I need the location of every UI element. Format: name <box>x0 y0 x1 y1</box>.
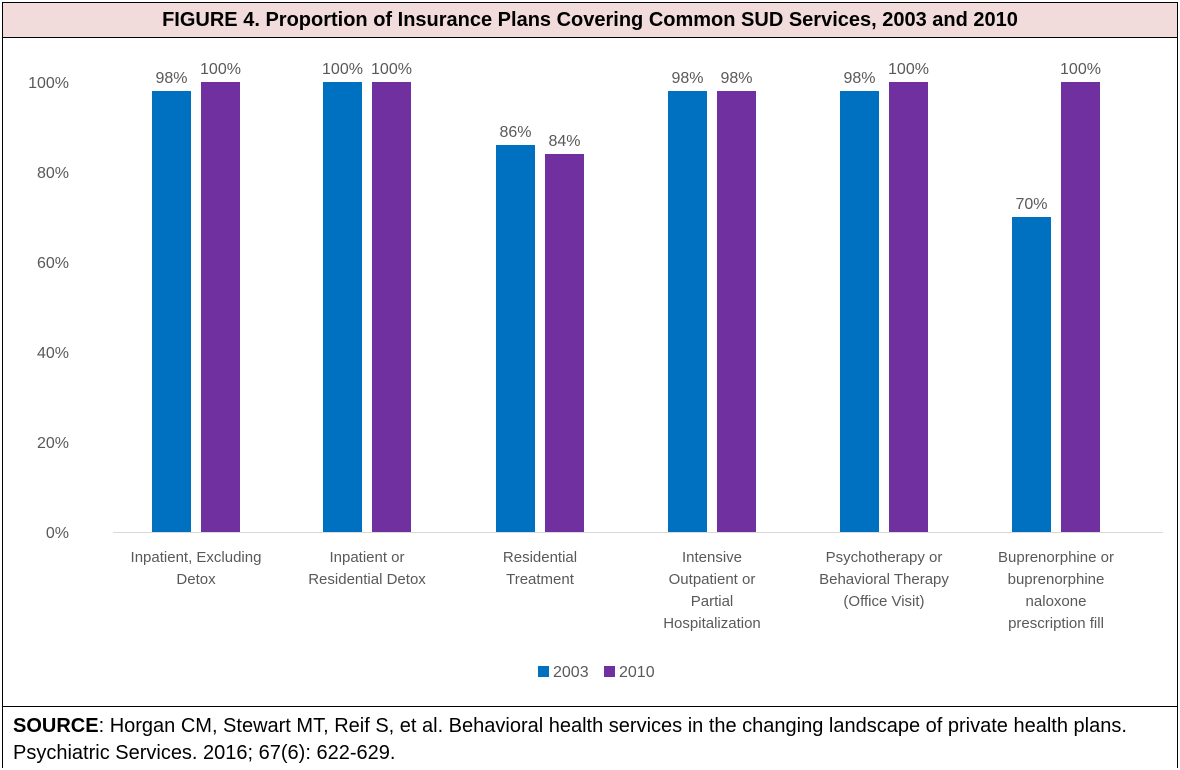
y-tick-label: 40% <box>37 345 69 362</box>
bar-chart: 0% 20% 40% 60% 80% 100% 98% 100% 86% 98% 98% 70% 100… <box>28 61 1163 681</box>
data-label-2003: 86% <box>499 124 531 141</box>
y-tick-label: 80% <box>37 165 69 182</box>
data-label-2010: 84% <box>548 133 580 150</box>
data-label-2010: 100% <box>888 61 929 78</box>
x-category-label: Psychotherapy or <box>826 549 943 566</box>
bar-2010 <box>1061 82 1100 532</box>
x-category-label: Behavioral Therapy <box>819 571 949 588</box>
y-tick-label: 60% <box>37 255 69 272</box>
x-category-label: Residential Detox <box>308 571 426 588</box>
source-note: SOURCE: Horgan CM, Stewart MT, Reif S, e… <box>2 706 1178 768</box>
x-category-label: Detox <box>176 571 216 588</box>
bar-2003 <box>496 145 535 532</box>
bar-2010 <box>201 82 240 532</box>
x-category-label: naloxone <box>1026 593 1087 610</box>
legend-swatch-2010 <box>604 666 615 677</box>
legend-swatch-2003 <box>538 666 549 677</box>
data-label-2003: 70% <box>1015 196 1047 213</box>
x-category-label: prescription fill <box>1008 615 1104 632</box>
y-tick-label: 0% <box>46 525 69 542</box>
bar-2010 <box>889 82 928 532</box>
data-label-2010: 100% <box>371 61 412 78</box>
bar-2010 <box>717 91 756 532</box>
figure-title: FIGURE 4. Proportion of Insurance Plans … <box>2 2 1178 38</box>
x-category-label: Inpatient or <box>329 549 404 566</box>
x-category-label: Treatment <box>506 571 575 588</box>
data-label-2003: 98% <box>843 70 875 87</box>
data-label-2003: 98% <box>671 70 703 87</box>
data-label-2003: 100% <box>322 61 363 78</box>
x-category-label: Hospitalization <box>663 615 761 632</box>
bar-2010 <box>545 154 584 532</box>
source-citation: : Horgan CM, Stewart MT, Reif S, et al. … <box>13 715 1127 764</box>
x-category-label: (Office Visit) <box>843 593 924 610</box>
legend-label-2010: 2010 <box>619 664 655 681</box>
x-category-label: Outpatient or <box>669 571 756 588</box>
x-category-label: Residential <box>503 549 577 566</box>
bar-2003 <box>668 91 707 532</box>
x-category-label: Inpatient, Excluding <box>131 549 262 566</box>
bar-2003 <box>840 91 879 532</box>
y-tick-label: 100% <box>28 75 69 92</box>
data-label-2010: 100% <box>200 61 241 78</box>
x-category-label: Buprenorphine or <box>998 549 1114 566</box>
chart-area: 0% 20% 40% 60% 80% 100% 98% 100% 86% 98% 98% 70% 100… <box>2 38 1178 706</box>
source-label: SOURCE <box>13 715 99 737</box>
x-category-label: Intensive <box>682 549 742 566</box>
x-category-label: Partial <box>691 593 734 610</box>
data-label-2010: 98% <box>720 70 752 87</box>
bar-2003 <box>1012 217 1051 532</box>
bar-2003 <box>152 91 191 532</box>
data-label-2003: 98% <box>155 70 187 87</box>
bar-2010 <box>372 82 411 532</box>
bar-2003 <box>323 82 362 532</box>
data-label-2010: 100% <box>1060 61 1101 78</box>
legend-label-2003: 2003 <box>553 664 589 681</box>
x-category-label: buprenorphine <box>1008 571 1105 588</box>
y-tick-label: 20% <box>37 435 69 452</box>
